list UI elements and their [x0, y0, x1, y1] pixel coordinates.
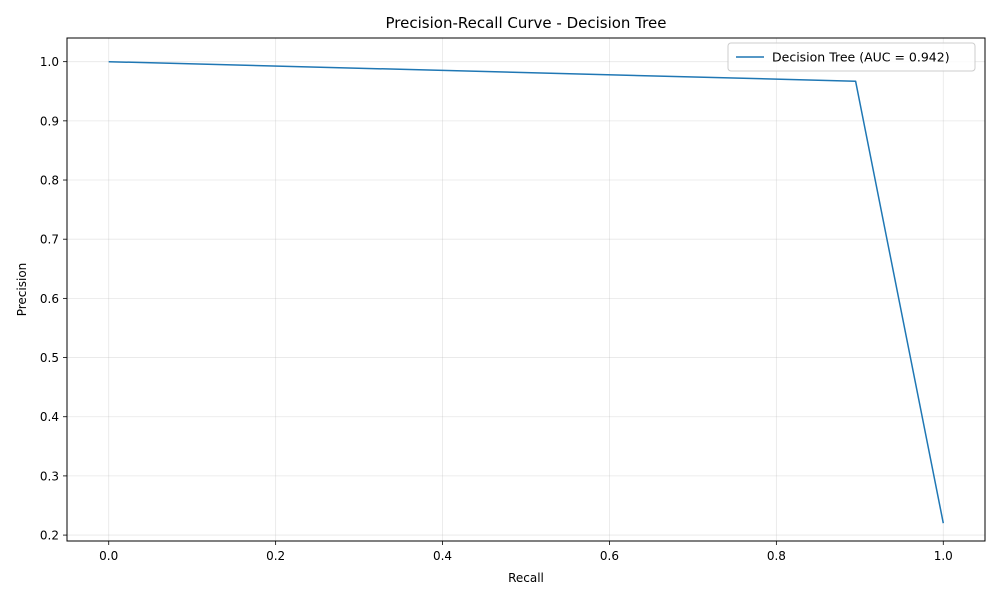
y-tick-label: 1.0 — [40, 55, 59, 69]
series-line — [108, 60, 945, 524]
x-axis-ticks: 0.0 0.2 0.4 0.6 0.8 1.0 — [99, 541, 953, 563]
y-axis-label: Precision — [15, 263, 29, 317]
x-tick-label: 0.4 — [433, 549, 452, 563]
y-tick-label: 0.8 — [40, 174, 59, 188]
y-tick-label: 0.5 — [40, 351, 59, 365]
y-tick-label: 0.7 — [40, 233, 59, 247]
x-tick-label: 1.0 — [934, 549, 953, 563]
legend-box — [727, 42, 976, 72]
y-tick-label: 0.3 — [40, 469, 59, 483]
legend-label: Decision Tree (AUC = 0.942) — [772, 50, 950, 65]
x-tick-label: 0.2 — [266, 549, 285, 563]
y-tick-label: 0.9 — [40, 114, 59, 128]
y-tick-label: 0.4 — [40, 410, 59, 424]
plot-frame — [66, 37, 986, 542]
x-tick-label: 0.6 — [600, 549, 619, 563]
y-axis-ticks: 0.2 0.3 0.4 0.5 0.6 0.7 0.8 0.9 1.0 — [40, 55, 67, 543]
grid — [67, 38, 985, 541]
chart-title: Precision-Recall Curve - Decision Tree — [386, 14, 667, 32]
x-tick-label: 0.8 — [767, 549, 786, 563]
y-tick-label: 0.6 — [40, 292, 59, 306]
x-tick-label: 0.0 — [99, 549, 118, 563]
y-tick-label: 0.2 — [40, 529, 59, 543]
series-layer — [108, 60, 945, 524]
x-axis-label: Recall — [508, 571, 544, 585]
legend: Decision Tree (AUC = 0.942) — [727, 42, 976, 72]
